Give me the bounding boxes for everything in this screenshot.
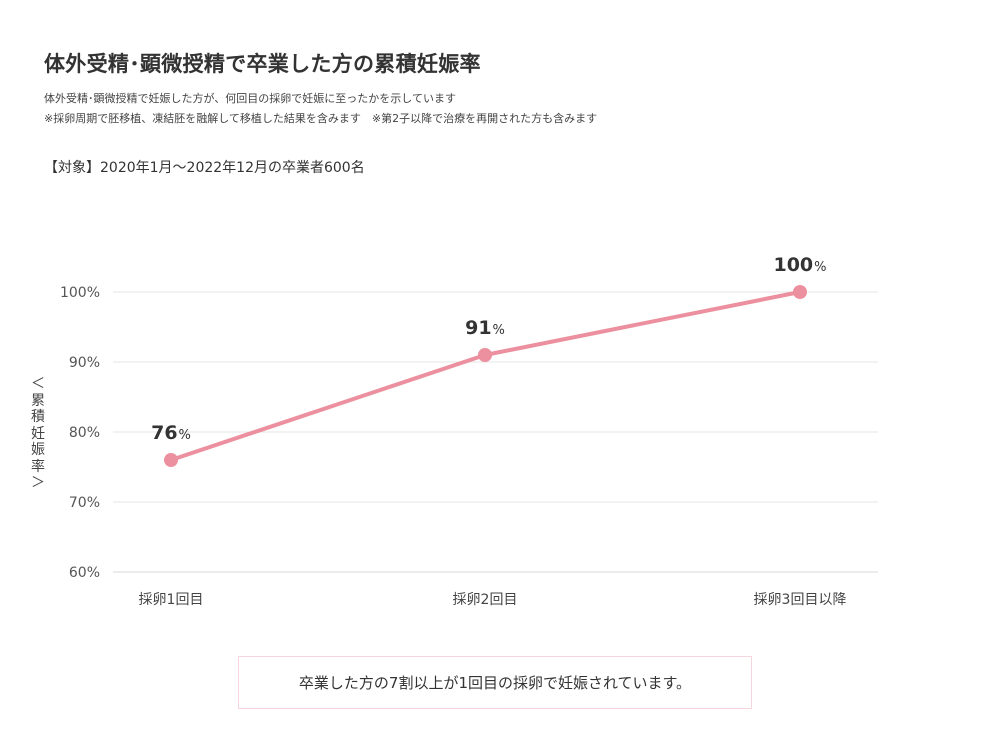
page-title: 体外受精･顕微授精で卒業した方の累積妊娠率 [44, 52, 481, 76]
data-point [478, 348, 492, 362]
data-point [793, 285, 807, 299]
target-population: 【対象】2020年1月〜2022年12月の卒業者600名 [44, 160, 365, 176]
data-label: 91% [465, 317, 505, 339]
data-label: 100% [773, 254, 826, 276]
data-label-unit: % [814, 260, 826, 275]
data-label: 76% [151, 422, 191, 444]
summary-box: 卒業した方の7割以上が1回目の採卵で妊娠されています。 [238, 656, 752, 709]
data-label-unit: % [493, 323, 505, 338]
footnote: ※採卵周期で胚移植、凍結胚を融解して移植した結果を含みます ※第2子以降で治療を… [44, 112, 598, 125]
x-tick-label: 採卵1回目 [139, 592, 204, 608]
line-chart: 60%70%80%90%100%採卵1回目 採卵2回目 採卵3回目以降76%91%1… [60, 254, 878, 608]
y-tick-label: 80% [69, 425, 100, 441]
summary-text: 卒業した方の7割以上が1回目の採卵で妊娠されています。 [298, 674, 692, 692]
data-label-value: 100 [773, 254, 813, 276]
data-label-value: 76 [151, 422, 177, 444]
y-tick-label: 60% [69, 565, 100, 581]
description-note: 体外受精･顕微授精で妊娠した方が、何回目の採卵で妊娠に至ったかを示しています [44, 92, 456, 105]
x-tick-label: 採卵2回目 [453, 592, 518, 608]
y-tick-label: 100% [60, 285, 100, 301]
y-tick-label: 70% [69, 495, 100, 511]
x-tick-label: 採卵3回目以降 [754, 592, 847, 608]
y-tick-label: 90% [69, 355, 100, 371]
data-point [164, 453, 178, 467]
data-label-value: 91 [465, 317, 491, 339]
data-label-unit: % [179, 428, 191, 443]
y-axis-label: ＜累積妊娠率＞ [31, 376, 45, 491]
